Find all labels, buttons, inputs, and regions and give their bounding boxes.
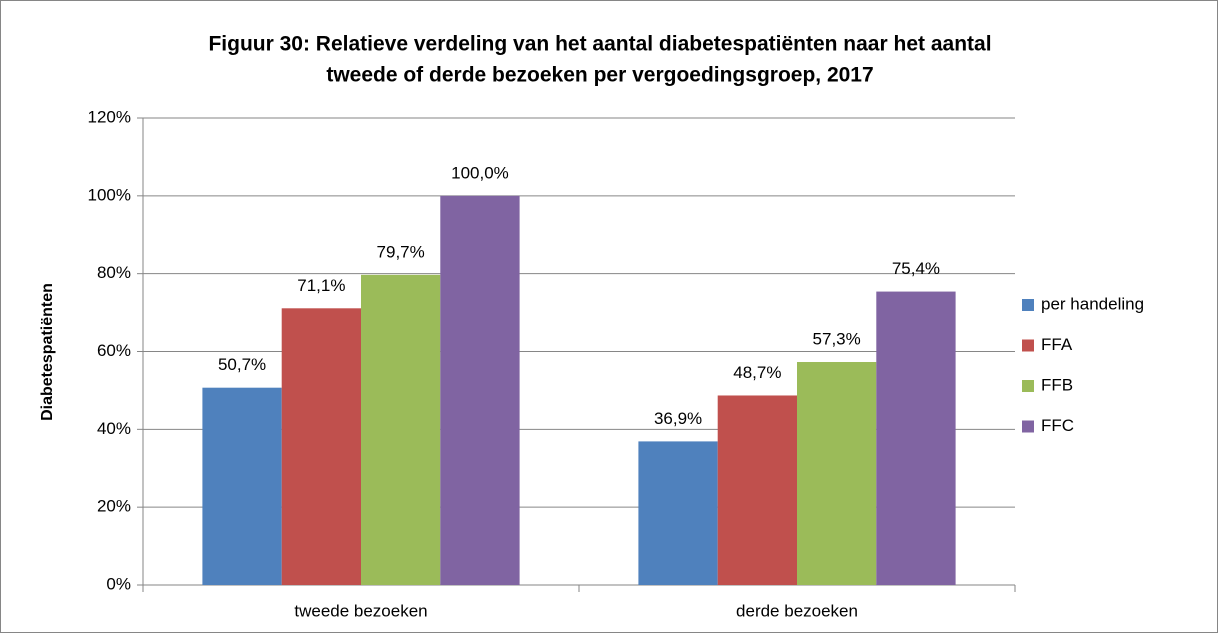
y-axis-label: Diabetespatiënten: [39, 283, 56, 421]
bar: [717, 395, 797, 585]
y-tick-label: 120%: [88, 107, 131, 126]
legend-label: FFA: [1041, 335, 1073, 354]
y-tick-label: 20%: [97, 497, 131, 516]
bar: [797, 362, 877, 585]
value-label: 79,7%: [377, 242, 425, 261]
value-label: 71,1%: [297, 276, 345, 295]
bar: [202, 387, 282, 585]
legend-label: per handeling: [1041, 294, 1144, 313]
value-label: 36,9%: [654, 409, 702, 428]
chart-title: tweede of derde bezoeken per vergoedings…: [326, 64, 873, 87]
value-label: 50,7%: [218, 355, 266, 374]
value-label: 48,7%: [733, 363, 781, 382]
y-tick-label: 0%: [106, 574, 131, 593]
bar: [281, 308, 361, 585]
legend-swatch: [1022, 420, 1034, 433]
bar: [361, 274, 441, 585]
legend-swatch: [1022, 299, 1034, 311]
value-label: 75,4%: [892, 259, 940, 278]
x-tick-label: tweede bezoeken: [294, 601, 427, 620]
legend-swatch: [1022, 380, 1034, 392]
y-tick-label: 100%: [88, 185, 131, 204]
value-label: 57,3%: [813, 329, 861, 348]
x-tick-label: derde bezoeken: [736, 601, 858, 620]
bar: [440, 195, 520, 586]
chart-title: Figuur 30: Relatieve verdeling van het a…: [208, 33, 991, 56]
value-label: 100,0%: [451, 163, 509, 182]
y-tick-label: 60%: [97, 341, 131, 360]
y-tick-label: 80%: [97, 263, 131, 282]
legend-label: FFC: [1041, 416, 1074, 435]
y-tick-label: 40%: [97, 419, 131, 438]
bar: [638, 441, 718, 585]
bar: [876, 291, 956, 585]
legend-label: FFB: [1041, 375, 1073, 394]
legend-swatch: [1022, 339, 1034, 352]
